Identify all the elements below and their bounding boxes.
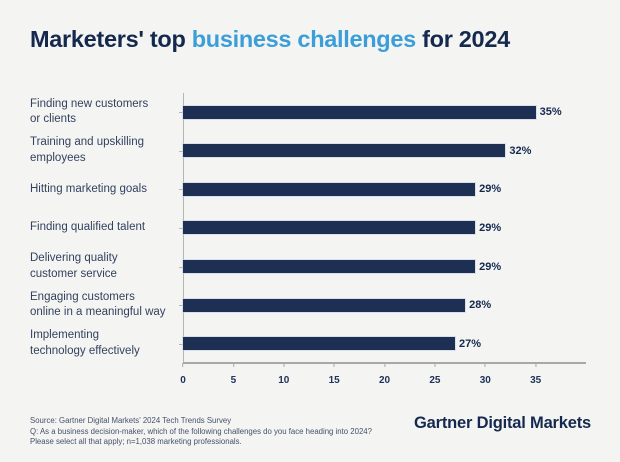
x-axis-tick-mark xyxy=(182,363,184,367)
category-label: Delivering quality customer service xyxy=(30,252,118,280)
bar-value-label: 29% xyxy=(479,183,502,196)
x-axis-tick: 30 xyxy=(480,363,491,388)
bar-value-label: 32% xyxy=(509,144,532,157)
bar xyxy=(183,105,536,119)
bar xyxy=(183,221,476,235)
source-line: Source: Gartner Digital Markets' 2024 Te… xyxy=(30,416,232,425)
y-axis-tick-mark xyxy=(179,189,183,191)
x-axis-tick: 5 xyxy=(230,363,237,388)
x-axis-tick-mark xyxy=(283,363,285,367)
x-axis-tick-label: 5 xyxy=(230,375,237,386)
chart-row: Implementing technology effectively 27% xyxy=(30,324,586,363)
x-axis-tick-label: 25 xyxy=(429,375,441,386)
x-axis-tick-mark xyxy=(535,363,537,367)
bar-value-label: 29% xyxy=(479,260,502,273)
bar-value-label: 27% xyxy=(459,337,482,350)
bar xyxy=(183,260,476,274)
chart-rows: Finding new customers or clients 35% Train… xyxy=(30,93,586,363)
bar-chart: Finding new customers or clients 35% Train… xyxy=(30,93,586,364)
x-axis-ticks: 0 5 10 15 20 25 30 35 xyxy=(180,363,586,389)
chart-row: Delivering quality customer service 29% xyxy=(30,247,586,286)
bar xyxy=(183,337,456,351)
x-axis-tick-label: 0 xyxy=(180,375,186,386)
title-suffix: for 2024 xyxy=(415,26,510,52)
source-line: Q: As a business decision-maker, which o… xyxy=(30,426,372,436)
y-axis-tick-mark xyxy=(179,227,183,229)
bar-value-label: 29% xyxy=(479,221,502,234)
title-highlight: business challenges xyxy=(191,26,416,52)
bar-track: 29% xyxy=(183,260,586,274)
chart-row: Engaging customers online in a meaningfu… xyxy=(30,286,586,325)
chart-row: Finding qualified talent 29% xyxy=(30,209,586,248)
category-label: Finding qualified talent xyxy=(30,221,146,234)
brand-logo-text: Gartner Digital Markets xyxy=(414,414,591,432)
source-line: Please select all that apply; n=1,038 ma… xyxy=(30,437,242,446)
y-axis-tick-mark xyxy=(179,343,183,345)
category-label: Implementing technology effectively xyxy=(30,329,140,357)
x-axis-tick-mark xyxy=(484,363,486,367)
y-axis-tick-mark xyxy=(179,266,183,268)
x-axis-tick: 25 xyxy=(429,363,440,388)
bar-track: 29% xyxy=(183,182,586,196)
source-note: Source: Gartner Digital Markets' 2024 Te… xyxy=(30,416,372,448)
bar-track: 29% xyxy=(183,221,586,235)
x-axis-tick-mark xyxy=(434,363,436,367)
y-axis-tick-mark xyxy=(179,150,183,152)
chart-row: Hitting marketing goals 29% xyxy=(30,170,586,209)
chart-row: Training and upskilling employees 32% xyxy=(30,132,586,171)
x-axis-tick: 35 xyxy=(530,363,541,388)
category-label: Engaging customers online in a meaningfu… xyxy=(30,290,166,319)
x-axis-tick-label: 10 xyxy=(278,375,290,386)
bar-track: 32% xyxy=(183,144,586,158)
title-prefix: Marketers' top xyxy=(30,26,192,52)
y-axis-tick-mark xyxy=(179,305,183,307)
category-label: Hitting marketing goals xyxy=(30,182,147,195)
x-axis-tick: 10 xyxy=(278,363,289,388)
x-axis-tick-label: 15 xyxy=(328,375,340,386)
x-axis-tick-label: 20 xyxy=(378,375,391,386)
bar-value-label: 35% xyxy=(539,106,562,119)
bar-track: 35% xyxy=(183,105,586,119)
x-axis-tick-mark xyxy=(384,363,385,367)
x-axis-tick-mark xyxy=(333,363,335,367)
bar xyxy=(183,144,506,158)
x-axis-tick-mark xyxy=(232,363,234,367)
x-axis-tick: 0 xyxy=(180,363,186,388)
bar-value-label: 28% xyxy=(469,299,492,312)
x-axis-tick-label: 30 xyxy=(479,375,491,386)
page-title: Marketers' top business challenges for 2… xyxy=(30,26,510,53)
x-axis-tick: 20 xyxy=(379,363,390,388)
x-axis-tick: 15 xyxy=(329,363,340,388)
bar xyxy=(183,182,476,196)
x-axis-tick-label: 35 xyxy=(530,375,542,386)
category-label: Finding new customers or clients xyxy=(30,97,149,126)
bar-track: 28% xyxy=(183,298,586,312)
chart-row: Finding new customers or clients 35% xyxy=(30,93,586,132)
category-label: Training and upskilling employees xyxy=(30,136,145,164)
bar-track: 27% xyxy=(183,337,586,351)
y-axis-tick-mark xyxy=(179,112,183,114)
bar xyxy=(183,298,466,312)
